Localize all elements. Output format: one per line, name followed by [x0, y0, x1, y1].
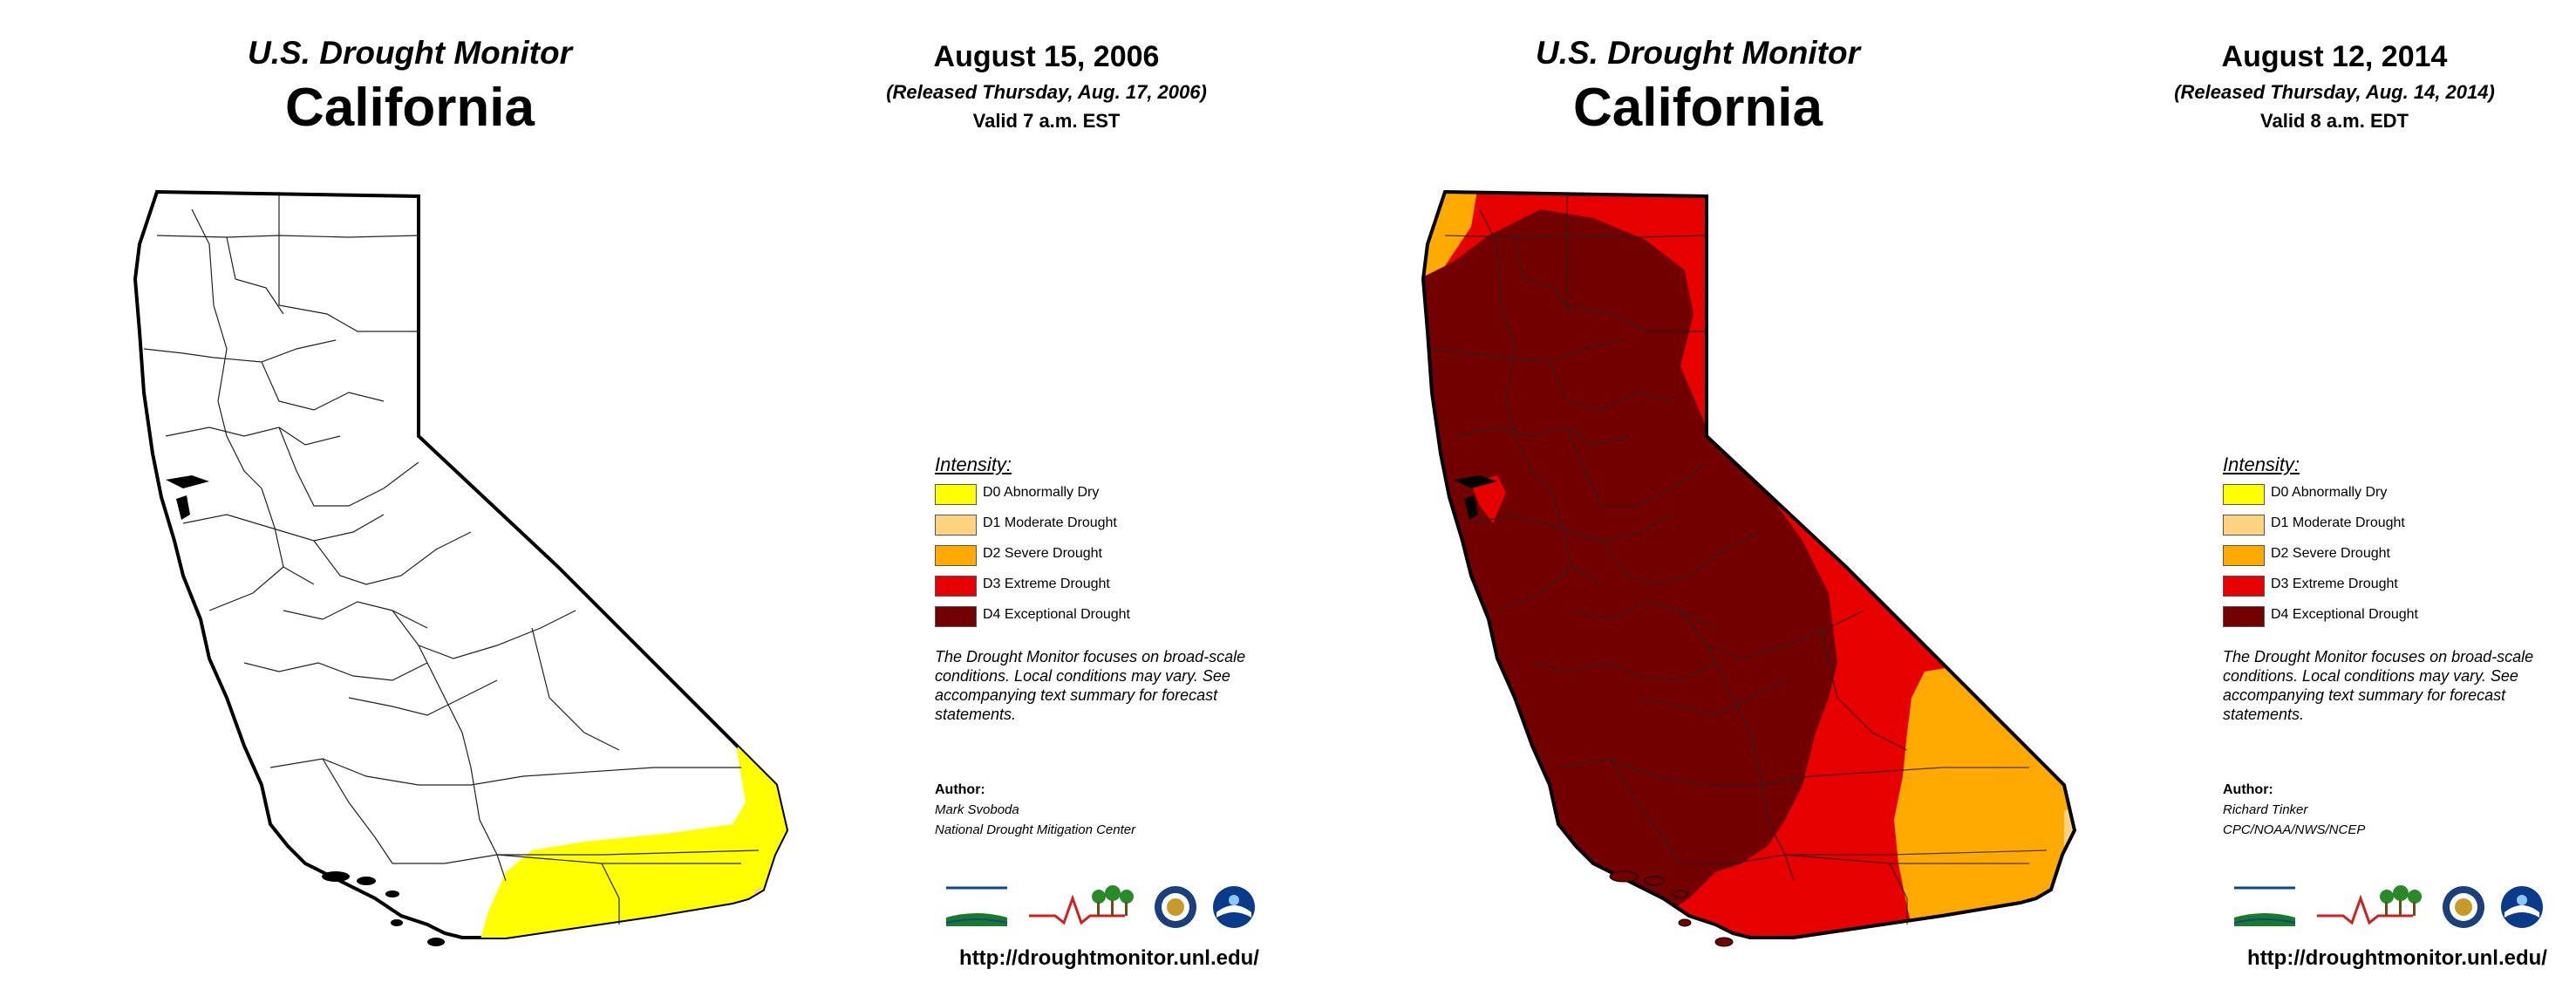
legend-swatch: [935, 484, 977, 505]
legend-label: D1 Moderate Drought: [2271, 515, 2405, 530]
monitor-url[interactable]: http://droughtmonitor.unl.edu/: [959, 946, 1259, 970]
author-org: CPC/NOAA/NWS/NCEP: [2223, 822, 2366, 837]
legend-title: Intensity:: [935, 454, 1012, 475]
drought-map-panel-2014: U.S. Drought Monitor California August 1…: [1288, 0, 2576, 1003]
author-heading: Author:: [2223, 782, 2273, 797]
legend-note: The Drought Monitor focuses on broad-sca…: [935, 648, 1246, 723]
release-date: (Released Thursday, Aug. 14, 2014): [2174, 81, 2495, 103]
ndmc-logo-icon: [2317, 885, 2422, 925]
author-name: Mark Svoboda: [935, 802, 1019, 817]
legend-note: The Drought Monitor focuses on broad-sca…: [2223, 648, 2534, 723]
d2-severe-drought-area-se: [1894, 663, 2075, 938]
channel-islands: [322, 871, 445, 946]
legend-swatch: [2223, 484, 2265, 505]
doc-seal-icon: [2443, 886, 2484, 928]
legend-swatch: [935, 576, 977, 597]
county-lines: [1431, 192, 2048, 925]
valid-time: Valid 8 a.m. EDT: [2260, 110, 2409, 132]
doc-seal-icon: [1155, 886, 1196, 928]
drought-map-panel-2006: U.S. Drought Monitor California August 1…: [133, 35, 1259, 970]
california-outline: [133, 189, 789, 939]
legend-swatch: [935, 545, 977, 566]
noaa-logo-icon: [2501, 886, 2543, 928]
california-map-2014: [1421, 189, 2077, 947]
county-lines: [143, 192, 760, 925]
valid-time: Valid 7 a.m. EST: [972, 110, 1121, 132]
legend-label: D0 Abnormally Dry: [2271, 485, 2388, 500]
bay-area-water: [1454, 475, 1497, 520]
monitor-url[interactable]: http://droughtmonitor.unl.edu/: [2247, 946, 2547, 970]
author-heading: Author:: [935, 782, 985, 797]
legend-label: D2 Severe Drought: [983, 546, 1102, 561]
legend-label: D3 Extreme Drought: [983, 577, 1110, 591]
legend-label: D0 Abnormally Dry: [983, 485, 1100, 500]
legend-label: D2 Severe Drought: [2271, 546, 2390, 561]
legend-label: D3 Extreme Drought: [2271, 577, 2398, 591]
agency-logos: [2230, 885, 2543, 929]
california-map-2006: [133, 189, 789, 946]
legend-label: D1 Moderate Drought: [983, 515, 1117, 530]
usda-logo-icon: [942, 885, 1012, 929]
legend-label: D4 Exceptional Drought: [2271, 607, 2418, 622]
map-date: August 12, 2014: [2221, 40, 2448, 73]
map-date: August 15, 2006: [933, 40, 1160, 73]
d3-coastal-strip: [1471, 475, 1506, 523]
legend-swatch: [2223, 606, 2265, 627]
agency-logos: [942, 885, 1255, 929]
legend-swatch: [935, 515, 977, 536]
legend-swatch: [2223, 545, 2265, 566]
legend-swatch: [2223, 576, 2265, 597]
d0-abnormally-dry-area: [480, 715, 787, 938]
usda-logo-icon: [2230, 885, 2300, 929]
author-org: National Drought Mitigation Center: [935, 822, 1136, 837]
d4-exceptional-drought-area: [1423, 209, 1837, 916]
author-name: Richard Tinker: [2223, 802, 2308, 817]
bay-area-water: [166, 475, 209, 520]
noaa-logo-icon: [1213, 886, 1255, 928]
legend-label: D4 Exceptional Drought: [983, 607, 1130, 622]
legend-swatch: [935, 606, 977, 627]
release-date: (Released Thursday, Aug. 17, 2006): [886, 81, 1207, 103]
state-title: California: [1573, 78, 1823, 138]
legend-title: Intensity:: [2223, 454, 2300, 475]
monitor-title: U.S. Drought Monitor: [248, 35, 572, 71]
ndmc-logo-icon: [1029, 885, 1134, 925]
monitor-title: U.S. Drought Monitor: [1536, 35, 1860, 71]
state-title: California: [285, 78, 535, 138]
channel-islands: [1609, 870, 1734, 947]
legend-swatch: [2223, 515, 2265, 536]
